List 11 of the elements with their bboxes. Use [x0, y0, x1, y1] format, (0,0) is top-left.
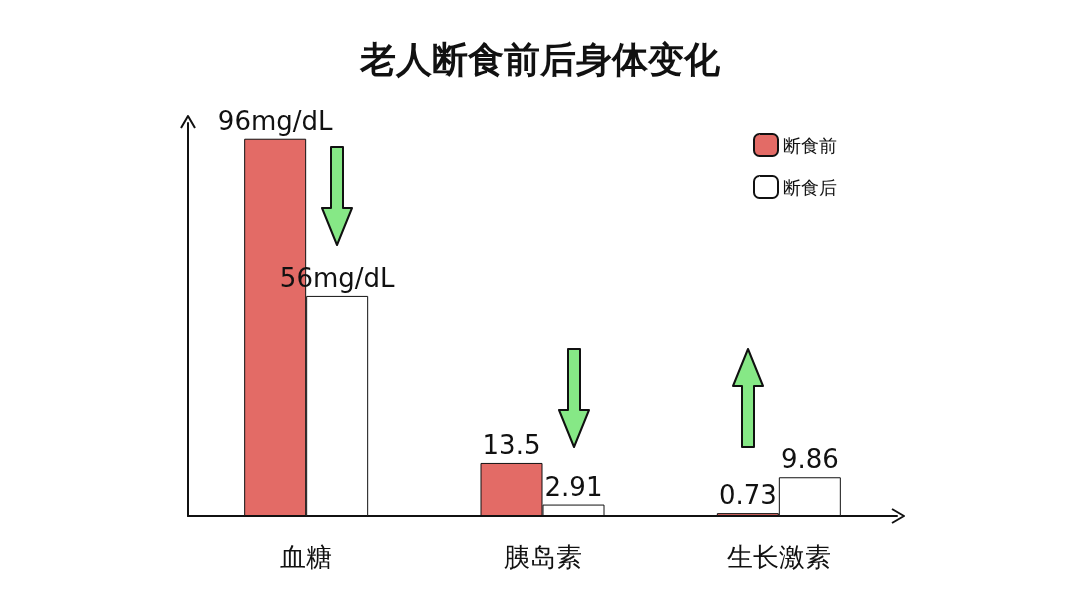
- data-label: 0.73: [718, 480, 777, 511]
- data-label: 13.5: [482, 429, 541, 460]
- data-label: 2.91: [544, 471, 603, 502]
- x-tick-label: 胰岛素: [503, 542, 582, 572]
- x-tick-label: 血糖: [280, 542, 333, 572]
- legend-label: 断食前: [783, 134, 837, 156]
- legend-label: 断食后: [783, 176, 837, 198]
- x-tick-label: 生长激素: [726, 542, 831, 572]
- chart-title: 老人断食前后身体变化: [359, 38, 721, 80]
- data-label: 9.86: [780, 444, 839, 475]
- data-label: 96mg/dL: [217, 105, 334, 136]
